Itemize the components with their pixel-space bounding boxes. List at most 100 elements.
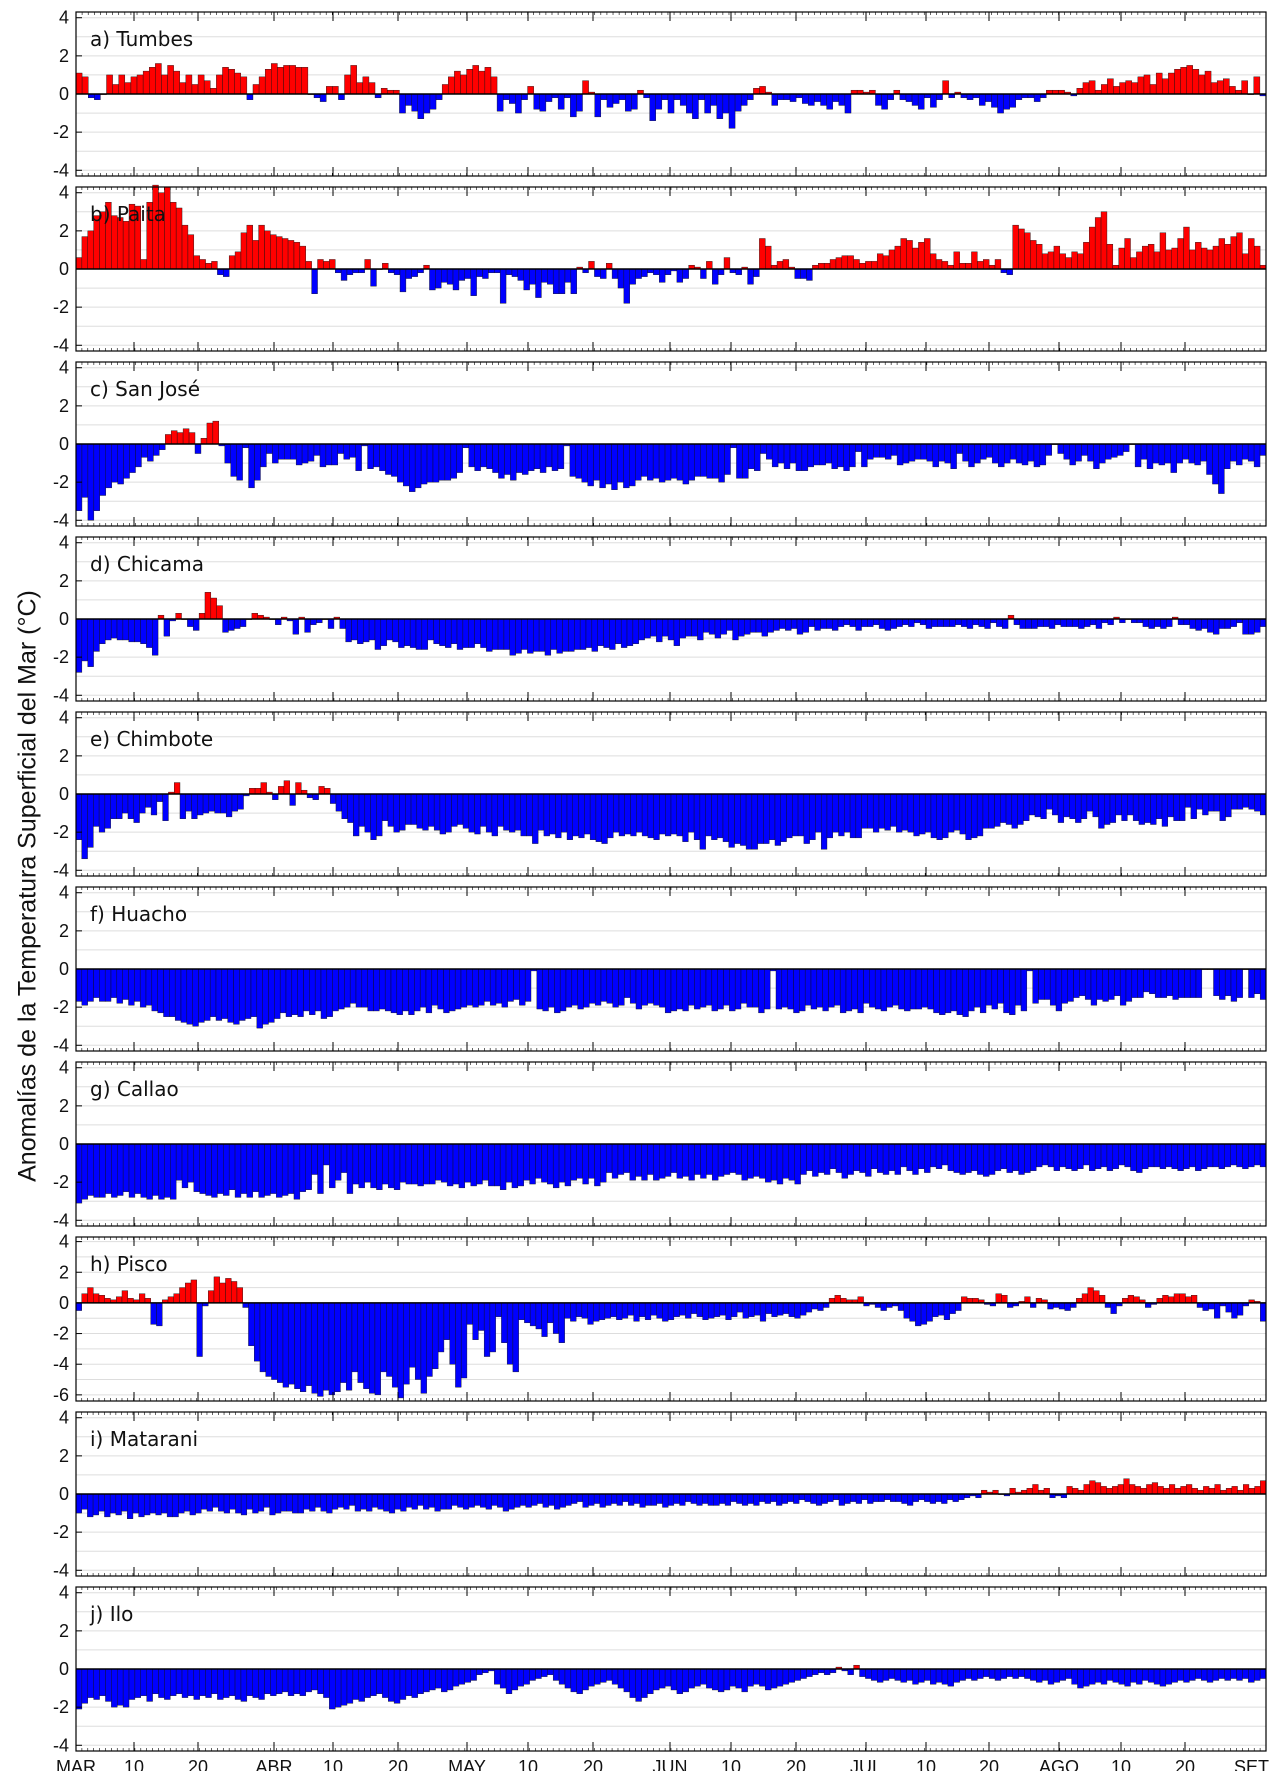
- bar: [968, 443, 975, 468]
- bar: [700, 268, 707, 279]
- bar: [1159, 1143, 1167, 1169]
- bar: [159, 443, 166, 450]
- bar: [522, 443, 529, 475]
- bar: [617, 443, 624, 483]
- bar: [176, 432, 184, 445]
- y-tick-label: 0: [59, 434, 69, 454]
- bar: [965, 263, 972, 270]
- bar: [611, 1143, 619, 1179]
- bar: [379, 443, 386, 471]
- bar: [368, 618, 376, 641]
- bar: [803, 793, 810, 844]
- bar: [215, 968, 223, 1021]
- bar: [349, 443, 356, 458]
- bar: [839, 968, 847, 1014]
- bar: [673, 93, 681, 100]
- bar: [1061, 968, 1068, 1004]
- bar: [555, 793, 562, 839]
- bar: [1065, 257, 1072, 270]
- bar: [576, 93, 583, 112]
- bar: [1201, 618, 1208, 629]
- bar: [200, 438, 208, 445]
- bar: [317, 1302, 324, 1397]
- bar: [665, 793, 672, 837]
- bar: [497, 618, 505, 650]
- bar: [393, 268, 401, 275]
- bar: [503, 618, 510, 650]
- bar: [317, 259, 324, 270]
- bar: [506, 1302, 514, 1365]
- bar: [904, 968, 911, 1012]
- bar: [942, 793, 949, 839]
- bar: [209, 968, 217, 1017]
- bar: [329, 259, 336, 270]
- bar: [1047, 1302, 1054, 1310]
- bar: [771, 1302, 778, 1317]
- y-tick-label: 2: [59, 1262, 69, 1282]
- bar: [136, 74, 144, 95]
- bar: [594, 93, 602, 118]
- bar: [433, 618, 440, 644]
- bar: [323, 261, 330, 270]
- bar: [1017, 793, 1024, 825]
- bar: [548, 968, 555, 1008]
- bar: [758, 968, 765, 1014]
- bar: [896, 618, 903, 627]
- bar: [87, 1287, 94, 1304]
- bar: [164, 1143, 171, 1198]
- bar: [1132, 793, 1140, 821]
- bar: [611, 268, 619, 279]
- bar: [75, 72, 83, 95]
- bar: [751, 793, 758, 850]
- bar: [240, 76, 248, 95]
- bar: [676, 268, 683, 283]
- bar: [409, 1302, 416, 1368]
- bar: [1153, 1143, 1161, 1168]
- bar: [977, 261, 984, 270]
- bar: [915, 968, 923, 1010]
- bar: [603, 618, 610, 648]
- bar: [664, 268, 672, 275]
- bar: [1189, 618, 1196, 629]
- bar: [279, 968, 287, 1014]
- bar: [851, 968, 858, 1010]
- bar: [520, 793, 527, 837]
- bar: [935, 1143, 943, 1169]
- bar: [804, 968, 812, 1006]
- bar: [717, 1143, 725, 1177]
- bar: [293, 242, 301, 270]
- bar: [75, 443, 83, 511]
- bar: [239, 968, 246, 1021]
- bar: [832, 618, 839, 631]
- bar: [1149, 968, 1156, 994]
- bar: [393, 1143, 401, 1190]
- bar: [523, 268, 530, 291]
- bar: [849, 443, 856, 468]
- bar: [740, 93, 748, 106]
- bar: [961, 1296, 968, 1304]
- bar: [1260, 793, 1267, 816]
- bar: [787, 968, 794, 1010]
- bar: [521, 93, 528, 100]
- bar: [142, 70, 150, 95]
- bar: [1000, 1143, 1007, 1169]
- bar: [260, 782, 267, 795]
- bar: [814, 618, 821, 631]
- bar: [1105, 443, 1112, 460]
- bar: [1149, 84, 1157, 95]
- bar: [1098, 793, 1105, 829]
- bar: [443, 1302, 450, 1340]
- bar: [454, 70, 461, 95]
- bar: [130, 76, 138, 95]
- bar: [258, 76, 266, 95]
- bar: [644, 1302, 652, 1320]
- bar: [802, 618, 809, 633]
- bar: [204, 592, 212, 620]
- bar: [698, 93, 705, 100]
- bar: [376, 1143, 383, 1190]
- bar: [1248, 793, 1255, 810]
- bar: [688, 443, 695, 481]
- bar: [105, 1143, 112, 1194]
- bar: [919, 618, 927, 625]
- bar: [1038, 968, 1045, 1000]
